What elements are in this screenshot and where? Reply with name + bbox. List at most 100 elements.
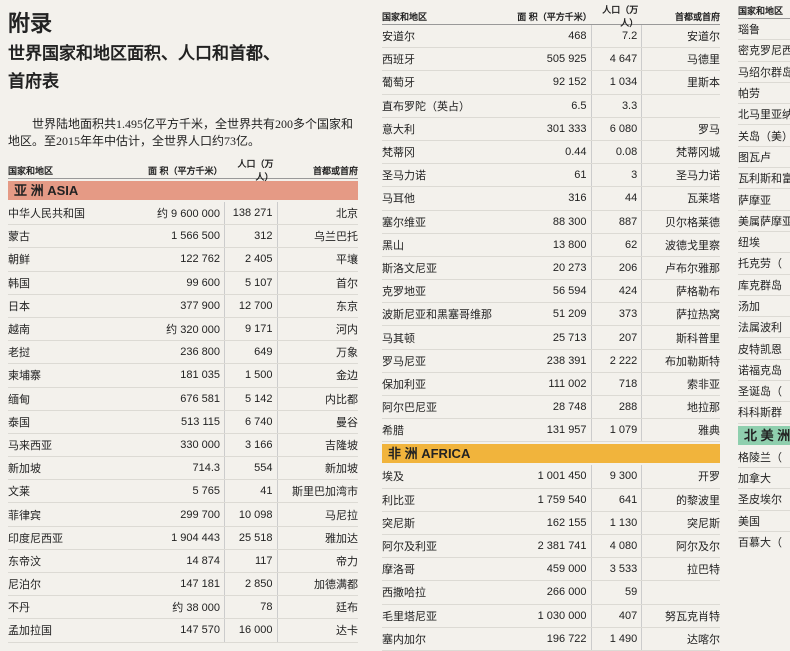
cell: 卢布尔雅那 [665,262,720,275]
cell: 236 800 [148,341,225,364]
table-row: 圣诞岛（ [738,381,790,403]
cell: 圣诞岛（ [738,386,782,399]
cell: 吉隆坡 [325,439,358,452]
cell: 老挝 [8,347,30,360]
cell: 万象 [336,347,358,360]
column-header: 国家和地区 [8,165,54,176]
cell: 阿尔及利亚 [382,541,437,554]
cell: 平壤 [336,254,358,267]
subtitle: 世界国家和地区面积、人口和首都、 [8,44,280,63]
cell: 117 [225,549,278,572]
cell: 韩国 [8,277,30,290]
cell: 朝鲜 [8,254,30,267]
cell: 25 518 [225,526,278,549]
cell: 拉巴特 [687,564,720,577]
table-row: 韩国 99 600 5 107 首尔 [8,271,358,295]
column-header: 人口（万人） [237,159,274,182]
cell: 约 38 000 [148,596,225,619]
cell: 黑山 [382,239,404,252]
cell: 波德戈里察 [665,239,720,252]
cell: 新加坡 [325,463,358,476]
cell: 1 759 540 [517,488,592,511]
column-header: 人口（万人） [602,5,639,28]
table-row: 密克罗尼西 [738,40,790,62]
intro: 世界陆地面积共1.495亿平方千米，全世界共有200多个国家和地区。至2015年… [8,117,354,148]
cell: 帝力 [336,555,358,568]
cell: 突尼斯 [687,517,720,530]
table-row: 朝鲜 122 762 2 405 平壤 [8,248,358,272]
table-row: 图瓦卢 [738,147,790,169]
cell: 开罗 [698,471,720,484]
cell: 诺福克岛 [738,364,782,377]
cell: 河内 [336,324,358,337]
table-row: 科科斯群 [738,402,790,424]
cell: 达喀尔 [687,633,720,646]
table-row: 塞内加尔 196 722 1 490 达喀尔 [382,627,720,651]
cell: 贝尔格莱德 [665,216,720,229]
cell: 6 080 [592,117,643,140]
table-row: 老挝 236 800 649 万象 [8,341,358,365]
cell: 斯里巴加湾市 [292,486,358,499]
cell: 百慕大（ [738,536,782,549]
cell: 1 034 [592,71,643,94]
cell: 1 500 [225,364,278,387]
table-row: 直布罗陀（英占） 6.5 3.3 [382,94,720,118]
column-header: 首都或首府 [674,11,720,22]
cell: 东帝汶 [8,555,41,568]
cell: 301 333 [517,117,592,140]
cell: 马绍尔群岛 [738,66,790,79]
cell: 0.44 [517,140,592,164]
cell: 克罗地亚 [382,286,426,299]
table-row: 摩洛哥 459 000 3 533 拉巴特 [382,558,720,582]
table-row: 黑山 13 800 62 波德戈里察 [382,233,720,257]
table-row: 印度尼西亚 1 904 443 25 518 雅加达 [8,526,358,550]
table-row: 北马里亚纳 [738,104,790,126]
cell: 61 [517,164,592,187]
table-row: 克罗地亚 56 594 424 萨格勒布 [382,280,720,304]
cell: 641 [592,488,643,511]
cell: 9 171 [225,317,278,341]
cell: 330 000 [148,433,225,457]
cell: 梵蒂冈城 [676,147,720,160]
table-row: 埃及 1 001 450 9 300 开罗 [382,465,720,489]
table-row: 汤加 [738,296,790,318]
cell: 2 222 [592,349,643,372]
cell: 554 [225,457,278,480]
table-row: 马绍尔群岛 [738,62,790,83]
cell: 13 800 [517,233,592,256]
table-row: 帕劳 [738,83,790,105]
column-header: 面 积（平方千米） [148,165,223,176]
cell: 泰国 [8,416,30,429]
cell: 62 [592,233,643,256]
table-row: 库克群岛 [738,275,790,296]
cell: 希腊 [382,425,404,438]
cell: 459 000 [517,558,592,581]
cell: 505 925 [517,48,592,71]
table-row: 柬埔寨 181 035 1 500 金边 [8,364,358,388]
cell: 达卡 [336,625,358,638]
cell: 马来西亚 [8,439,52,452]
cell: 25 713 [517,326,592,349]
cell: 407 [592,604,643,627]
cell: 138 271 [225,202,278,225]
cell: 14 874 [148,549,225,572]
table-row: 罗马尼亚 238 391 2 222 布加勒斯特 [382,349,720,373]
table-row: 缅甸 676 581 5 142 内比都 [8,387,358,411]
cell: 安道尔 [382,31,415,44]
cell: 文莱 [8,486,30,499]
cell: 649 [225,341,278,364]
table-row: 阿尔及利亚 2 381 741 4 080 阿尔及尔 [382,534,720,559]
cell: 马其顿 [382,332,415,345]
cell: 加德满都 [314,579,358,592]
cell: 718 [592,372,643,395]
table-row: 文莱 5 765 41 斯里巴加湾市 [8,480,358,504]
table-row: 日本 377 900 12 700 东京 [8,294,358,318]
table-row: 皮特凯恩 [738,338,790,360]
cell: 0.08 [592,140,643,164]
cell: 196 722 [517,627,592,650]
cell: 皮特凯恩 [738,343,782,356]
table-row: 加拿大 [738,468,790,490]
table-row: 希腊 131 957 1 079 雅典 [382,419,720,443]
table-row: 萨摩亚 [738,189,790,211]
cell: 纽埃 [738,237,760,250]
